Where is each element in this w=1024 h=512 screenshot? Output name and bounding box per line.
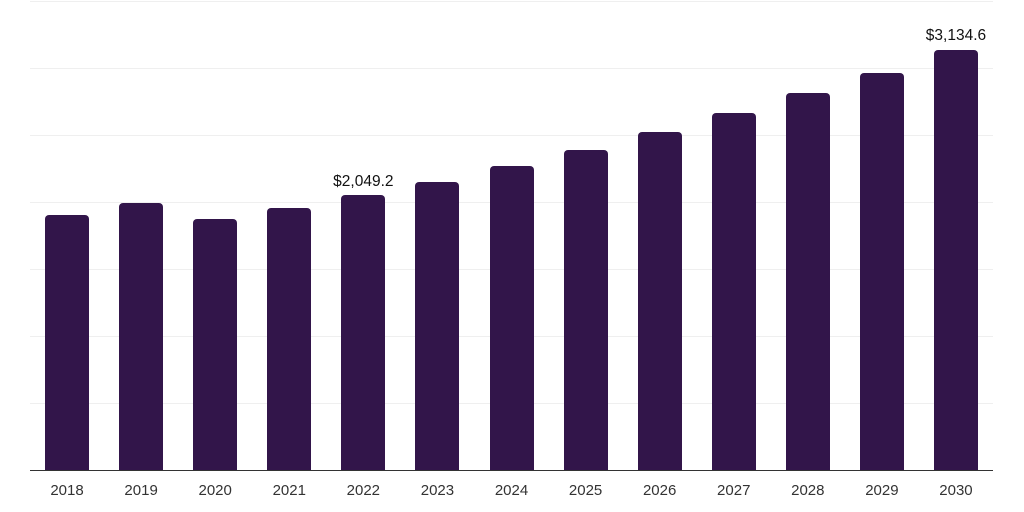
- gridline-2500: [30, 135, 993, 136]
- bar-2019: [119, 203, 164, 470]
- bar-2029: [859, 72, 904, 470]
- data-label-2030: $3,134.6: [925, 27, 987, 45]
- plot-area: $2,049.2 $3,134.6: [30, 1, 993, 471]
- bar-band-2018: [30, 1, 104, 470]
- bar-band-2019: [104, 1, 178, 470]
- bar-band-2021: [252, 1, 326, 470]
- x-tick-2029: 2029: [865, 482, 899, 499]
- x-tick-2027: 2027: [717, 482, 751, 499]
- x-tick-2030: 2030: [939, 482, 973, 499]
- x-tick-2025: 2025: [568, 482, 603, 499]
- bar-2025: [563, 150, 608, 470]
- bar-2026: [637, 131, 682, 470]
- x-tick-2022: 2022: [346, 482, 381, 499]
- bar-2022: [341, 195, 386, 470]
- bar-band-2028: [771, 1, 845, 470]
- gridline-3000: [30, 68, 993, 69]
- x-tick-2026: 2026: [642, 482, 677, 499]
- bar-band-2022: $2,049.2: [326, 1, 400, 470]
- bar-2028: [785, 93, 830, 470]
- data-label-2022: $2,049.2: [333, 172, 394, 190]
- x-axis: 2018 2019 2020 2021 2022 2023 2024 2025 2026 2027…: [30, 482, 993, 499]
- bar-2021: [267, 208, 312, 470]
- x-tick-2020: 2020: [198, 482, 232, 499]
- bar-band-2023: [400, 1, 474, 470]
- bar-2020: [193, 219, 238, 470]
- x-tick-2018: 2018: [50, 482, 84, 499]
- bar-2018: [45, 215, 90, 470]
- bar-band-2030: $3,134.6: [919, 1, 993, 470]
- bar-band-2026: [623, 1, 697, 470]
- bar-band-2025: [549, 1, 623, 470]
- bar-band-2029: [845, 1, 919, 470]
- bar-2023: [415, 181, 460, 470]
- bar-band-2027: [697, 1, 771, 470]
- bars-container: $2,049.2 $3,134.6: [30, 1, 993, 470]
- x-tick-2023: 2023: [420, 482, 455, 499]
- bar-2027: [711, 113, 756, 470]
- bar-band-2024: [474, 1, 548, 470]
- x-tick-2019: 2019: [124, 482, 158, 499]
- bar-2024: [489, 165, 534, 470]
- x-tick-2024: 2024: [494, 482, 529, 499]
- bar-2030: [933, 49, 978, 470]
- x-tick-2021: 2021: [272, 482, 306, 499]
- gridline-3500: [30, 1, 993, 2]
- x-tick-2028: 2028: [791, 482, 825, 499]
- bar-band-2020: [178, 1, 252, 470]
